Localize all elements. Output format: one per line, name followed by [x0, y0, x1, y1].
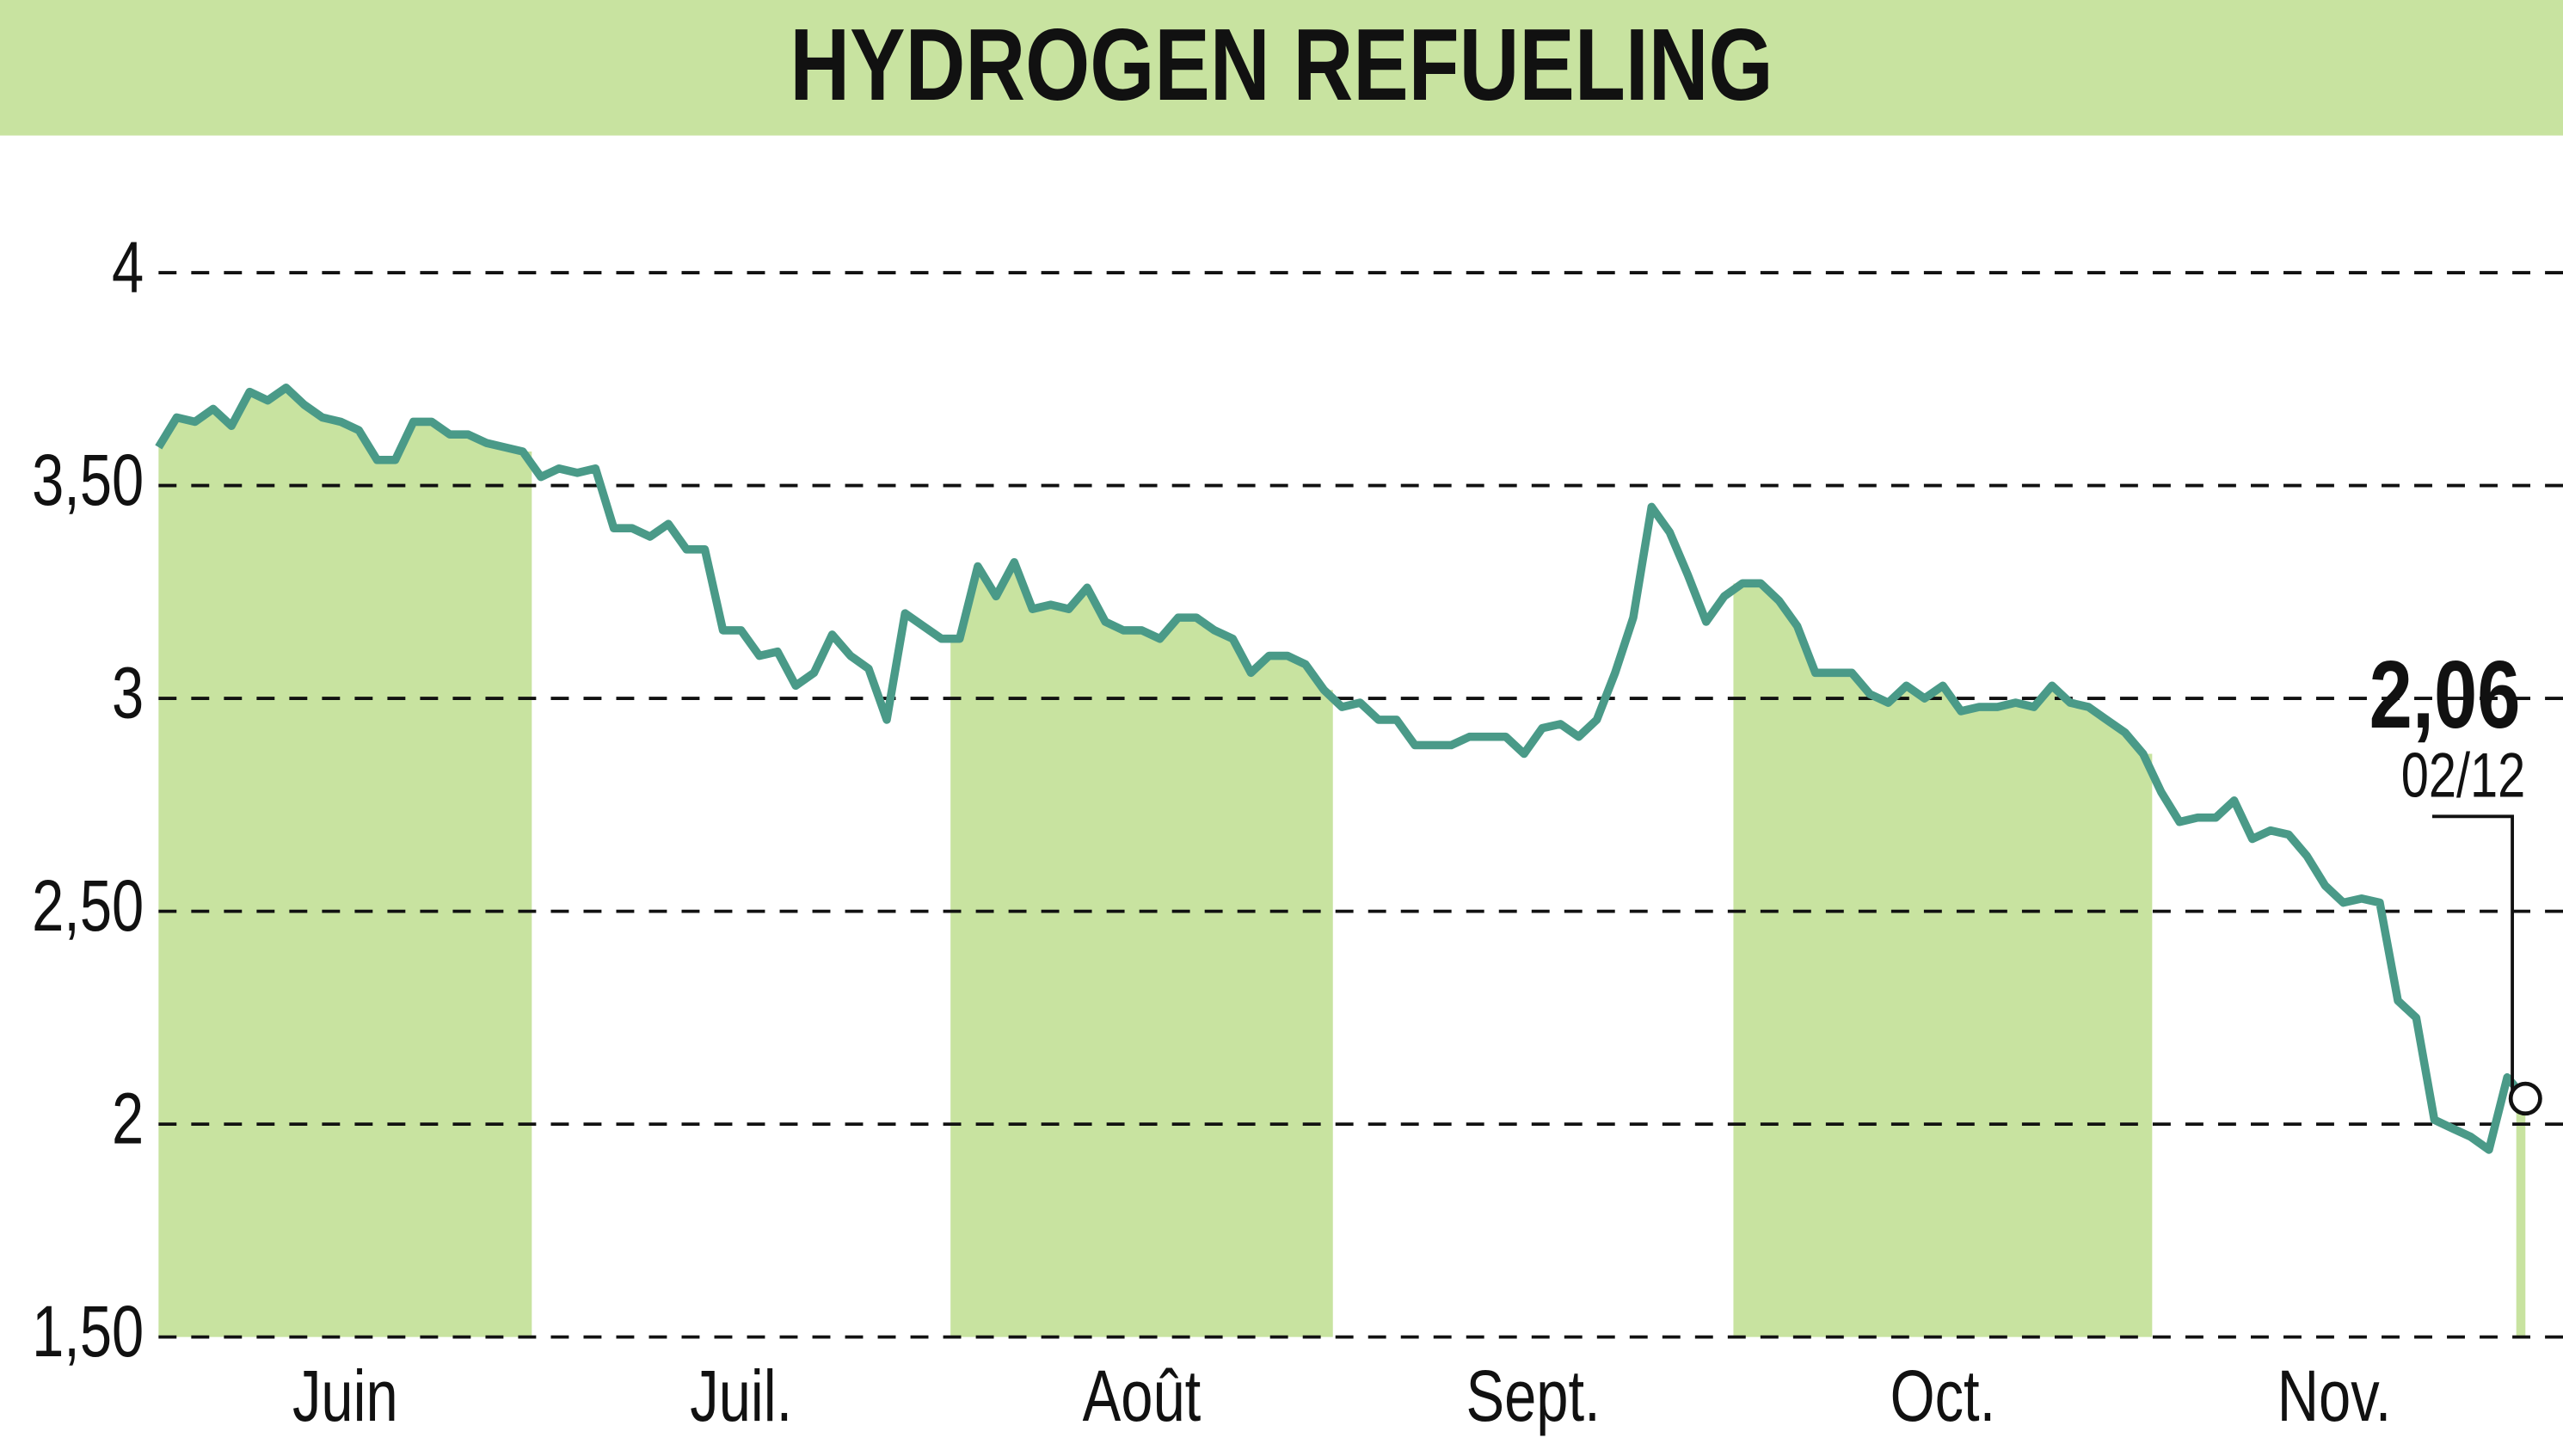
y-tick-label: 1,50	[32, 1292, 144, 1373]
leader-line	[2431, 814, 2514, 1099]
title-band	[0, 0, 2563, 136]
x-tick-label: Nov.	[2277, 1356, 2392, 1437]
y-tick-label: 2,50	[32, 866, 144, 947]
last-value-label: 2,06	[2369, 641, 2521, 748]
x-tick-label: Août	[1083, 1356, 1202, 1437]
x-tick-label: Juin	[292, 1356, 398, 1437]
month-area	[950, 562, 1333, 1337]
month-bands	[158, 387, 2526, 1337]
grid	[158, 271, 2563, 1339]
x-tick-label: Oct.	[1890, 1356, 1996, 1437]
y-tick-label: 3,50	[32, 440, 144, 521]
last-point	[2508, 1081, 2542, 1116]
last-date-label: 02/12	[2401, 740, 2526, 810]
month-area	[158, 387, 532, 1337]
price-line	[155, 384, 2529, 1154]
chart-title: HYDROGEN REFUELING	[790, 7, 1773, 121]
month-area	[2516, 1098, 2526, 1337]
x-tick-label: Sept.	[1466, 1356, 1601, 1437]
y-tick-label: 4	[112, 227, 144, 308]
month-area	[1733, 583, 2153, 1337]
y-tick-label: 3	[112, 653, 144, 734]
y-tick-label: 2	[112, 1078, 144, 1159]
x-tick-label: Juil.	[690, 1356, 792, 1437]
